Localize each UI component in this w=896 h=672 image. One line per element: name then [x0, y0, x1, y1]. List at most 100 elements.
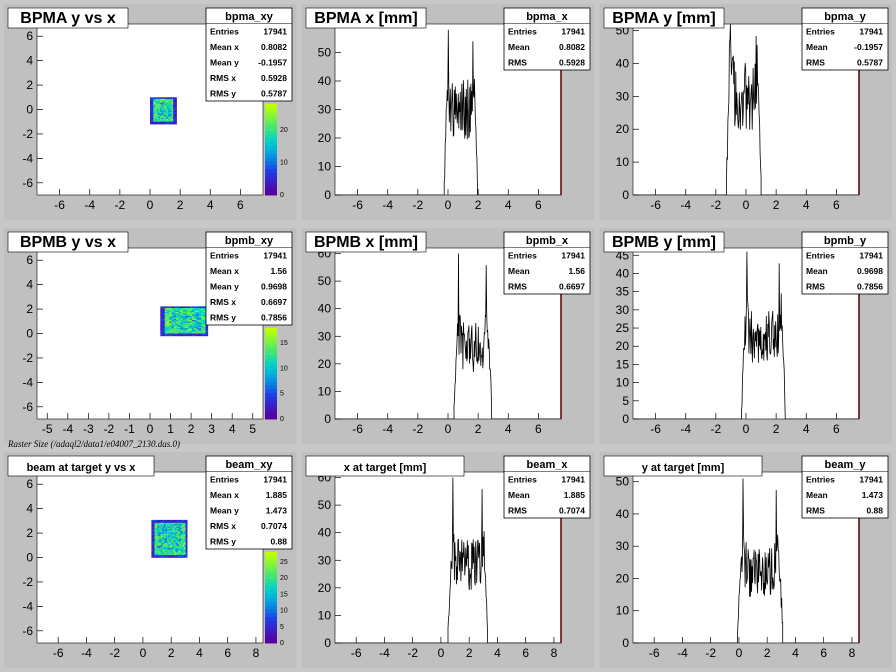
- heatmap-cell: [162, 549, 165, 551]
- heatmap-cell: [159, 102, 162, 105]
- heatmap-cell: [163, 542, 166, 545]
- heatmap-cell: [156, 522, 158, 525]
- heatmap-cell: [163, 519, 166, 522]
- heatmap-cell: [182, 310, 186, 312]
- plot-pad-bpma_xy: 0 10 20 -6 -4 -2 0 2 4 6 -6 -4 -2 0 2 4 6 BPMA y vs x bpma…: [4, 4, 296, 220]
- palette-cell: [265, 635, 277, 640]
- heatmap-cell: [169, 118, 172, 121]
- heatmap-cell: [201, 313, 204, 315]
- heatmap-cell: [168, 545, 171, 547]
- heatmap-cell: [156, 552, 158, 554]
- heatmap-cell: [166, 116, 169, 118]
- heatmap-cell: [189, 309, 193, 311]
- heatmap-cell: [173, 545, 176, 547]
- heatmap-cell: [168, 537, 171, 539]
- palette-cell: [265, 411, 277, 416]
- heatmap-cell: [203, 306, 206, 308]
- heatmap-cell: [156, 523, 158, 526]
- heatmap-cell: [156, 540, 158, 542]
- heatmap-cell: [167, 314, 170, 316]
- heatmap-cell: [189, 334, 193, 337]
- heatmap-cell: [174, 112, 177, 114]
- palette-cell: [265, 586, 277, 591]
- heatmap-cell: [162, 530, 165, 533]
- heatmap-cell: [162, 540, 165, 542]
- heatmap-cell: [156, 519, 158, 522]
- heatmap-cell: [164, 117, 167, 119]
- heatmap-cell: [160, 523, 163, 526]
- heatmap-cell: [185, 549, 188, 551]
- heatmap-cell: [203, 334, 206, 337]
- heatmap-cell: [184, 526, 186, 529]
- heatmap-cell: [170, 532, 172, 534]
- heatmap-cell: [185, 532, 188, 534]
- heatmap-cell: [155, 105, 157, 107]
- heatmap-cell: [167, 325, 170, 327]
- heatmap-cell: [168, 105, 171, 107]
- heatmap-cell: [182, 309, 186, 311]
- heatmap-cell: [153, 120, 156, 122]
- heatmap-cell: [160, 323, 163, 326]
- heatmap-cell: [167, 554, 169, 557]
- heatmap-cell: [151, 118, 154, 121]
- palette-cell: [265, 328, 277, 333]
- heatmap-cell: [150, 98, 152, 101]
- plot-pad-bpmb_x: -6 -4 -2 0 2 4 6 0 10 20 30 40 50 60 BPMB x [mm] bpmb_x…: [302, 228, 594, 444]
- heatmap-cell: [173, 552, 176, 554]
- raster-size-caption: Raster Size (/adaql2/data1/e04007_2130.d…: [8, 439, 180, 449]
- heatmap-cell: [161, 102, 164, 105]
- heatmap-cell: [151, 110, 154, 113]
- heatmap-cell: [160, 532, 163, 534]
- heatmap-cell: [161, 114, 164, 117]
- heatmap-cell: [173, 112, 176, 114]
- heatmap-cell: [150, 116, 152, 118]
- heatmap-cell: [182, 537, 185, 539]
- heatmap-cell: [173, 114, 176, 117]
- heatmap-cell: [163, 544, 166, 546]
- heatmap-cell: [169, 114, 172, 117]
- palette-cell: [265, 107, 277, 113]
- heatmap-cell: [194, 306, 197, 308]
- palette-cell: [265, 115, 277, 120]
- palette-cell: [265, 149, 277, 154]
- heatmap-cell: [180, 314, 184, 316]
- heatmap-cell: [163, 104, 166, 106]
- palette-cell: [265, 593, 277, 598]
- heatmap-cell: [182, 532, 185, 534]
- heatmap-cell: [189, 319, 193, 322]
- heatmap-cell: [162, 534, 165, 537]
- heatmap-cell: [167, 333, 170, 335]
- heatmap-cell: [177, 554, 180, 557]
- heatmap-cell: [162, 334, 166, 337]
- heatmap-cell: [157, 527, 160, 530]
- stats-value: 0.8082: [261, 42, 287, 52]
- heatmap-cell: [194, 329, 197, 331]
- heatmap-cell: [163, 550, 166, 553]
- palette-cell: [265, 403, 277, 409]
- heatmap-cell: [171, 331, 175, 334]
- heatmap-cell: [187, 313, 190, 315]
- heatmap-cell: [164, 108, 167, 110]
- heatmap-cell: [182, 522, 185, 525]
- plot-area: [335, 29, 561, 195]
- heatmap-cell: [198, 334, 202, 337]
- heatmap-cell: [182, 546, 185, 549]
- heatmap-cell: [182, 544, 185, 546]
- heatmap-cell: [163, 536, 166, 538]
- stats-value: 17941: [561, 251, 585, 261]
- heatmap-cell: [151, 117, 154, 119]
- heatmap-cell: [182, 331, 186, 334]
- heatmap-cell: [157, 538, 160, 541]
- heatmap-cell: [153, 519, 155, 522]
- heatmap-cell: [184, 525, 186, 527]
- heatmap-cell: [185, 523, 188, 526]
- heatmap-cell: [203, 309, 206, 311]
- heatmap-cell: [173, 554, 176, 557]
- heatmap-cell: [154, 550, 157, 553]
- heatmap-cell: [151, 109, 154, 111]
- heatmap-cell: [198, 306, 202, 308]
- heatmap-cell: [151, 545, 154, 547]
- heatmap-cell: [155, 121, 157, 124]
- y-tick-label: 20: [318, 581, 332, 595]
